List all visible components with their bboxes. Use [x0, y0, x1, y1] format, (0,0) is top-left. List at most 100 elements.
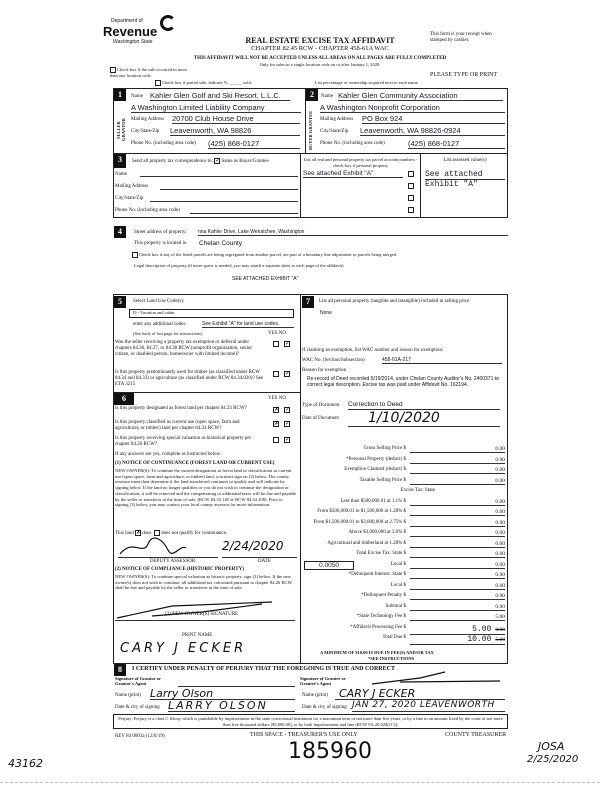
tax-row-value[interactable]: 5.00 0.00 [410, 625, 505, 635]
logo-dept: Department of [111, 18, 143, 24]
grantor-print-name[interactable]: Larry Olson [150, 688, 295, 700]
parcel-number[interactable]: See attached Exhibit "A" [303, 170, 403, 178]
tax-row-label: *Personal Property (deduct) $ [346, 456, 406, 462]
grantor-date-city[interactable]: LARRY OLSON [168, 700, 295, 712]
assessor-date-label: DATE [258, 559, 271, 564]
exemption-reason[interactable]: Re-record of Deed recorded 5/19/2014, un… [307, 376, 499, 388]
forest-no-checkbox[interactable]: ✓ [284, 407, 291, 413]
buyer-phone[interactable]: (425) 868-0127 [408, 139, 505, 149]
form-only-for: Only for sales in a single location code… [259, 62, 381, 67]
reason-label: Reason for exemption [302, 368, 347, 373]
struck-amount: 5.00 [495, 637, 505, 643]
personal-property-checkbox-2[interactable] [408, 183, 414, 189]
tax-row-value[interactable]: 0.00 [410, 551, 505, 558]
exemption-question: Was the seller receiving a property tax … [115, 340, 253, 357]
seller-name[interactable]: Kahler Glen Golf and Ski Resort, L.L.C. [150, 91, 290, 101]
tax-row-value[interactable]: 0.00 [410, 446, 505, 453]
tax-row-value[interactable]: 0.00 [410, 593, 505, 600]
grantee-print-name[interactable]: CARY J ECKER [335, 688, 505, 700]
historic-no-checkbox[interactable]: ✓ [284, 437, 291, 443]
doc-type[interactable]: Correction to Deed [348, 401, 500, 410]
current-use-no-checkbox[interactable]: ✓ [284, 421, 291, 427]
personal-property-checkbox-1[interactable] [408, 171, 414, 177]
deputy-assessor-label: DEPUTY ASSESSOR [150, 559, 196, 564]
tax-row-value[interactable]: 0.00 [410, 604, 505, 611]
tax-row-label: Total Due $ [382, 635, 406, 640]
tax-row-value[interactable]: 0.00 [410, 530, 505, 537]
partial-sale-checkbox[interactable] [155, 80, 161, 86]
segregated-label: Check box if any of the listed parcels a… [139, 252, 398, 258]
seller-city[interactable]: Leavenworth, WA 98826 [170, 126, 300, 136]
seller-phone[interactable]: (425) 868-0127 [208, 139, 300, 149]
tax-amount: 5.00 [495, 614, 505, 620]
grantee-name-label: Name (print) [302, 693, 328, 698]
corr-phone-label: Phone No. (including area code) [115, 208, 180, 213]
logo-swoosh-icon [160, 15, 176, 31]
buyer-city-label: City/State/Zip [320, 129, 349, 134]
buyer-entity[interactable]: A Washington Nonprofit Corporation [320, 103, 505, 113]
tax-row-label: Excise Tax: State [400, 488, 435, 493]
seller-mail[interactable]: 20700 Club House Drive [172, 114, 300, 124]
corr-mail-field[interactable] [160, 189, 298, 190]
county[interactable]: Chelan County [199, 240, 242, 247]
logo-revenue: Revenue [103, 24, 158, 39]
tax-row-value[interactable]: 0.00 [410, 583, 505, 590]
corr-name-field[interactable] [140, 176, 298, 177]
personal-property-checkbox-3[interactable] [408, 195, 414, 201]
q1-yes-checkbox[interactable] [273, 341, 279, 347]
street-label: Street address of property: [134, 230, 187, 235]
tax-row-value[interactable]: 0.00 [410, 520, 505, 527]
seller-entity[interactable]: A Washington Limited Liability Company [131, 103, 301, 113]
tax-row-value[interactable]: 0.00 [410, 541, 505, 548]
personal-property-checkbox-4[interactable] [408, 207, 414, 213]
segregated-checkbox[interactable] [132, 252, 138, 258]
buyer-name[interactable]: Kahler Glen Community Association [338, 91, 503, 101]
same-as-buyer-checkbox[interactable]: ✓ [214, 158, 221, 164]
doc-date-label: Date of Document [302, 416, 339, 421]
additional-codes[interactable]: See Exhibit "A" for land use codes. [202, 321, 294, 328]
historic-yes-checkbox[interactable] [273, 437, 279, 443]
tax-row-value[interactable]: 0.00 [410, 572, 505, 579]
tax-row-value[interactable]: 0.00 [410, 467, 505, 474]
q2-no-checkbox[interactable]: ✓ [284, 371, 291, 377]
doc-date[interactable]: 1/10/2020 [348, 410, 500, 427]
corr-phone-field[interactable] [190, 213, 298, 214]
personal-property-value[interactable]: None [320, 310, 332, 316]
grantee-date-city[interactable]: JAN 27, 2020 LEAVENWORTH [352, 700, 505, 712]
buyer-name-label: Name [321, 94, 333, 99]
tax-row-label: Local $ [390, 582, 406, 588]
wac-number[interactable]: 458-61A-217 [382, 357, 502, 364]
this-land-label: This land [115, 531, 134, 537]
tax-table: Gross Selling Price $0.00 *Personal Prope… [302, 446, 505, 646]
tax-row-value[interactable]: 0.00 [410, 499, 505, 506]
tax-row-label: Subtotal $ [385, 603, 406, 609]
tax-row-value[interactable]: 0.00 [410, 509, 505, 516]
tax-amount: 5.00 [472, 624, 492, 634]
assessed-header: List assessed value(s) [443, 158, 487, 163]
land-use-code-select[interactable]: 19 - Vacation and cabin [129, 309, 294, 318]
corr-city-field[interactable] [150, 201, 298, 202]
buyer-mail[interactable]: PO Box 924 [362, 114, 505, 124]
type-or-print: PLEASE TYPE OR PRINT [430, 72, 498, 78]
assessed-value-1[interactable]: See attached [425, 170, 505, 180]
if-yes-note: If any answers are yes, complete as inst… [115, 452, 222, 457]
minimum-note: A MINIMUM OF $10.00 IS DUE IN FEE(S) AND… [320, 650, 434, 655]
q1-no-checkbox[interactable]: ✓ [284, 341, 291, 347]
grantee-signature-label: Signature of Grantee or Grantee's Agent [300, 676, 346, 686]
q2-yes-checkbox[interactable] [273, 371, 279, 377]
grantor-signature-line[interactable] [178, 686, 295, 687]
buyer-city[interactable]: Leavenworth, WA 98826-0924 [360, 126, 505, 136]
tax-row-value[interactable]: 0.00 [410, 457, 505, 464]
current-use-yes-checkbox[interactable]: ✗ [273, 421, 280, 427]
tax-row-value[interactable]: 0.00 [410, 478, 505, 485]
street-address[interactable]: nna Kahler Drive, Lake Wenatchee, Washin… [198, 229, 508, 236]
tax-row-value[interactable]: 5.00 [410, 614, 505, 621]
tax-row-label: Above $3,000,000 at 3.0% $ [348, 530, 406, 535]
tax-row: Exemption Claimed (deduct) $ 0.00 [302, 467, 505, 477]
tax-row-value[interactable]: 0.00 [410, 562, 505, 569]
forest-yes-checkbox[interactable]: ✗ [273, 407, 280, 413]
tax-row-value[interactable]: 10.00 5.00 [410, 635, 505, 645]
local-rate-box[interactable]: 0.0050 [304, 561, 354, 570]
corr-city-label: City/State/Zip [115, 196, 144, 201]
county-treasurer-label: COUNTY TREASURER [445, 732, 507, 738]
